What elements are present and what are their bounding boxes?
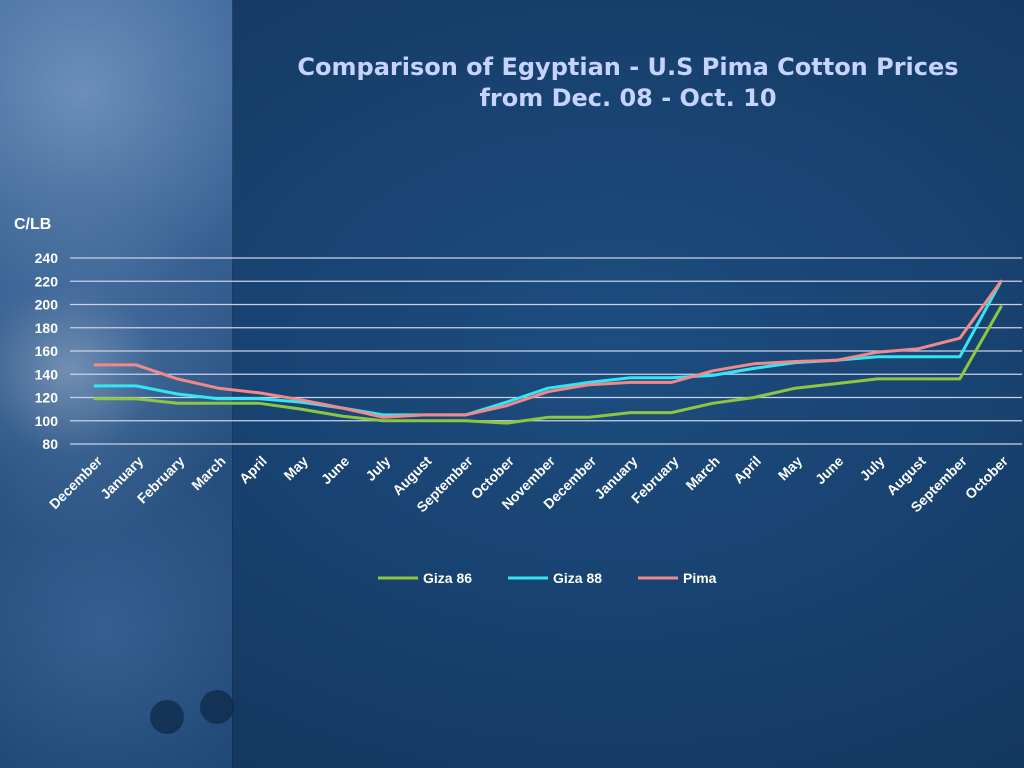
y-axis-ticks: 80 100 120 140 160 180 200 220 240 bbox=[35, 250, 59, 452]
legend-label: Giza 88 bbox=[553, 570, 602, 586]
x-tick-label: May bbox=[280, 453, 311, 484]
y-axis-label: C/LB bbox=[14, 216, 51, 233]
y-tick-label: 220 bbox=[35, 273, 59, 289]
x-tick-label: July bbox=[856, 453, 887, 484]
series-lines bbox=[95, 281, 1001, 423]
x-tick-label: October bbox=[962, 452, 1012, 502]
y-tick-label: 120 bbox=[35, 390, 59, 406]
legend: Giza 86 Giza 88 Pima bbox=[378, 570, 717, 586]
y-tick-label: 240 bbox=[35, 250, 59, 266]
series-line-giza-86 bbox=[95, 307, 1001, 423]
x-tick-label: July bbox=[362, 453, 393, 484]
y-tick-label: 200 bbox=[35, 297, 59, 313]
legend-label: Giza 86 bbox=[423, 570, 472, 586]
x-tick-label: June bbox=[318, 453, 353, 488]
x-tick-label: April bbox=[236, 453, 270, 487]
y-tick-label: 180 bbox=[35, 320, 59, 336]
series-line-giza-88 bbox=[95, 281, 1001, 415]
x-tick-label: May bbox=[775, 453, 806, 484]
y-tick-label: 160 bbox=[35, 343, 59, 359]
x-tick-label: June bbox=[812, 453, 847, 488]
y-tick-label: 80 bbox=[42, 436, 58, 452]
y-tick-label: 100 bbox=[35, 413, 59, 429]
x-tick-label: April bbox=[730, 453, 764, 487]
x-tick-label: March bbox=[188, 453, 228, 493]
x-tick-label: March bbox=[682, 453, 722, 493]
x-tick-label: December bbox=[46, 452, 106, 512]
y-tick-label: 140 bbox=[35, 366, 59, 382]
legend-label: Pima bbox=[683, 570, 717, 586]
